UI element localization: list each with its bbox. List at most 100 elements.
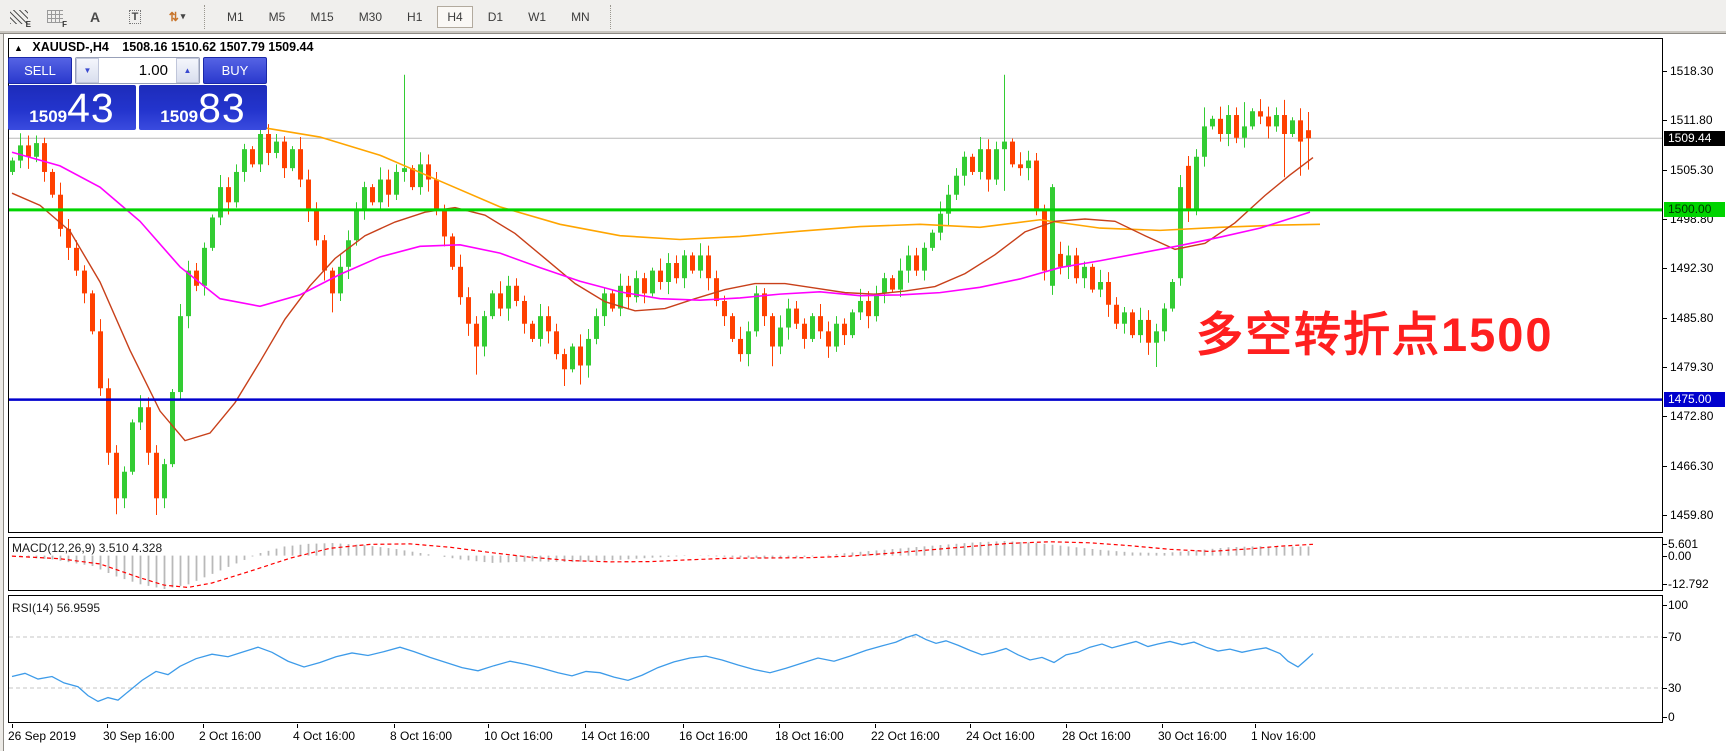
time-tick — [394, 724, 395, 728]
hatch-glyph — [10, 9, 28, 24]
price-tick-label: 1472.80 — [1670, 409, 1714, 424]
price-tick-label: 1492.30 — [1670, 261, 1714, 276]
time-tick-label: 1 Nov 16:00 — [1251, 729, 1316, 743]
price-tick — [1663, 416, 1667, 418]
time-tick-label: 30 Sep 16:00 — [103, 729, 175, 743]
price-tick-label: 1466.30 — [1670, 458, 1714, 473]
time-tick-label: 14 Oct 16:00 — [581, 729, 650, 743]
timeframe-button-m30[interactable]: M30 — [349, 6, 392, 28]
time-tick-label: 30 Oct 16:00 — [1158, 729, 1227, 743]
buy-price-display[interactable]: 1509 83 — [139, 85, 267, 130]
timeframe-button-h1[interactable]: H1 — [397, 6, 432, 28]
time-tick — [585, 724, 586, 728]
font-a-glyph: A — [89, 8, 101, 25]
price-tick — [1663, 219, 1667, 220]
sell-button[interactable]: SELL — [8, 57, 72, 84]
time-tick — [970, 724, 971, 728]
price-tick-label: 1459.80 — [1670, 508, 1714, 522]
time-tick-label: 10 Oct 16:00 — [484, 729, 553, 743]
time-tick-label: 2 Oct 16:00 — [199, 729, 262, 743]
macd-signal-line — [11, 541, 1314, 589]
volume-stepper: ▼ ▲ — [75, 57, 200, 84]
rsi-tick-label: 70 — [1668, 630, 1682, 644]
timeframe-button-m1[interactable]: M1 — [217, 6, 254, 28]
collapse-triangle-icon[interactable]: ▲ — [14, 43, 23, 53]
time-tick-label: 8 Oct 16:00 — [390, 729, 453, 743]
window-left-edge — [0, 34, 10, 751]
time-tick — [1255, 724, 1256, 728]
time-tick-label: 4 Oct 16:00 — [293, 729, 356, 743]
volume-input[interactable] — [99, 58, 176, 83]
timeframe-button-d1[interactable]: D1 — [478, 6, 513, 28]
price-tick — [1663, 120, 1667, 122]
macd-tick-label: -12.792 — [1668, 577, 1709, 591]
time-tick-label: 26 Sep 2019 — [8, 729, 77, 743]
sell-price-main: 1509 — [29, 107, 68, 126]
price-tick — [1663, 268, 1667, 270]
macd-tick — [1663, 555, 1667, 557]
price-tick — [1663, 169, 1667, 171]
timeframe-bar: M1 M5 M15 M30 H1 H4 D1 W1 MN — [217, 5, 600, 28]
hline-1500-tag[interactable]: 1500.00 — [1664, 202, 1725, 218]
rsi-tick — [1663, 605, 1667, 606]
icon-sub-f: F — [62, 19, 67, 29]
toolbar-separator — [204, 4, 211, 29]
time-tick — [779, 724, 780, 728]
sell-price-display[interactable]: 1509 43 — [8, 85, 136, 130]
time-tick-label: 16 Oct 16:00 — [679, 729, 748, 743]
timeframe-button-mn[interactable]: MN — [561, 6, 600, 28]
macd-tick-label: 5.601 — [1668, 537, 1699, 551]
volume-increase-button[interactable]: ▲ — [176, 58, 199, 83]
time-tick — [12, 724, 13, 728]
splitter-macd-rsi[interactable] — [8, 591, 1663, 594]
current-price-tag: 1509.44 — [1664, 130, 1725, 146]
buy-button[interactable]: BUY — [203, 57, 267, 84]
time-tick-label: 24 Oct 16:00 — [966, 729, 1035, 743]
symbol-title: XAUUSD-,H4 — [32, 40, 109, 54]
text-label-t-icon[interactable]: T — [122, 5, 148, 29]
toolbar-separator-2 — [609, 4, 617, 29]
time-tick — [203, 724, 204, 728]
buy-price-main: 1509 — [160, 107, 199, 126]
toolbar: E F A T ⇅ ▾ M1 M5 M15 M30 H1 H4 D1 W1 MN — [0, 0, 1726, 34]
rsi-tick-label: 30 — [1668, 681, 1682, 695]
time-tick — [1066, 724, 1067, 728]
rsi-tick — [1663, 688, 1667, 689]
hline-1475-tag[interactable]: 1475.00 — [1664, 392, 1725, 408]
arrows-glyph: ⇅ — [168, 9, 179, 24]
macd-tick-label: 0.00 — [1668, 548, 1692, 563]
macd-tick — [1663, 584, 1667, 585]
rsi-tick-label: 0 — [1668, 710, 1675, 724]
price-tick — [1663, 71, 1667, 72]
annotation-text[interactable]: 多空转折点1500 — [1196, 308, 1554, 361]
rsi-tick-label: 100 — [1668, 598, 1689, 612]
rsi-panel-label: RSI(14) 56.9595 — [12, 601, 101, 615]
timeframe-button-m15[interactable]: M15 — [300, 6, 343, 28]
font-a-icon[interactable]: A — [82, 5, 108, 29]
timeframe-button-m5[interactable]: M5 — [259, 6, 296, 28]
arrange-arrows-icon[interactable]: ⇅ ▾ — [160, 5, 194, 29]
price-tick-label: 1511.80 — [1670, 113, 1713, 128]
splitter-main-macd[interactable] — [8, 533, 1663, 536]
time-tick-label: 18 Oct 16:00 — [775, 729, 844, 743]
trade-panel: SELL ▼ ▲ BUY 1509 43 1509 83 — [8, 57, 267, 130]
price-tick-label: 1518.30 — [1670, 64, 1714, 78]
buy-price-pips: 83 — [198, 85, 246, 131]
macd-panel-label: MACD(12,26,9) 3.510 4.328 — [12, 541, 163, 555]
volume-decrease-button[interactable]: ▼ — [76, 58, 99, 83]
time-tick — [297, 724, 298, 728]
timeframe-button-w1[interactable]: W1 — [518, 6, 556, 28]
time-tick-label: 28 Oct 16:00 — [1062, 729, 1131, 743]
timeframe-button-h4[interactable]: H4 — [437, 5, 473, 28]
price-tick — [1663, 515, 1667, 516]
rsi-tick — [1663, 637, 1667, 638]
dropdown-caret-icon: ▾ — [180, 11, 186, 21]
grid-dots-f-icon[interactable]: F — [42, 5, 68, 29]
indicators-hatch-e-icon[interactable]: E — [6, 5, 32, 29]
price-tick-label: 1485.80 — [1670, 310, 1714, 325]
time-tick — [488, 724, 489, 728]
macd-tick — [1663, 544, 1667, 545]
icon-sub-e: E — [25, 19, 31, 29]
time-tick — [875, 724, 876, 728]
